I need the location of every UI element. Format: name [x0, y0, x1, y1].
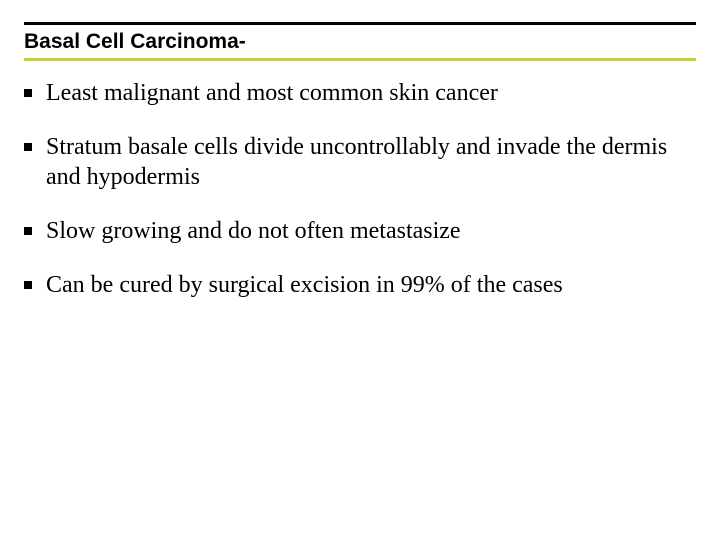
bullet-icon — [24, 143, 32, 151]
bullet-text: Slow growing and do not often metastasiz… — [46, 216, 690, 246]
bullet-icon — [24, 227, 32, 235]
list-item: Can be cured by surgical excision in 99%… — [24, 270, 690, 300]
slide-title: Basal Cell Carcinoma- — [24, 30, 246, 54]
bullet-text: Stratum basale cells divide uncontrollab… — [46, 132, 690, 192]
list-item: Slow growing and do not often metastasiz… — [24, 216, 690, 246]
list-item: Stratum basale cells divide uncontrollab… — [24, 132, 690, 192]
bullet-text: Can be cured by surgical excision in 99%… — [46, 270, 690, 300]
rule-top — [24, 22, 696, 25]
bullet-icon — [24, 89, 32, 97]
list-item: Least malignant and most common skin can… — [24, 78, 690, 108]
bullet-icon — [24, 281, 32, 289]
rule-accent — [24, 58, 696, 61]
bullet-list: Least malignant and most common skin can… — [24, 78, 690, 324]
slide: Basal Cell Carcinoma- Least malignant an… — [0, 0, 720, 540]
bullet-text: Least malignant and most common skin can… — [46, 78, 690, 108]
